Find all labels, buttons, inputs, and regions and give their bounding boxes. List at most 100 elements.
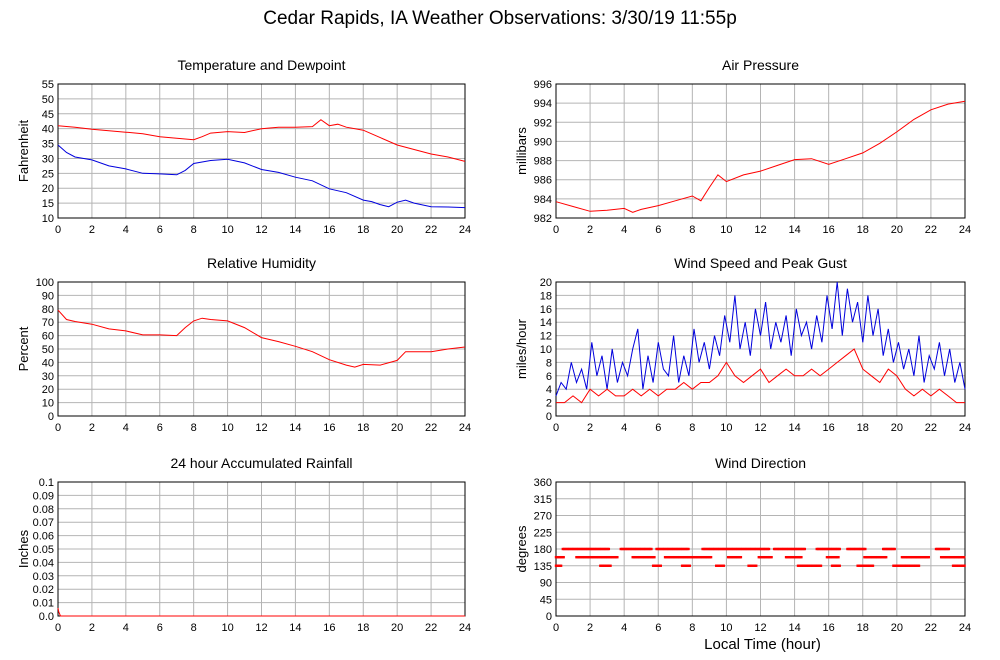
wind-direction-point — [742, 547, 745, 551]
wind-direction-point — [556, 564, 559, 567]
wind-direction-point — [600, 564, 603, 567]
wind-direction-point — [568, 547, 571, 551]
wind-direction-point — [686, 555, 690, 559]
wind-direction-point — [726, 547, 730, 551]
y-tick-label: 0.01 — [33, 598, 54, 610]
wind-direction-point — [788, 555, 792, 559]
wind-direction-point — [582, 547, 585, 551]
wind-direction-point — [733, 555, 736, 559]
wind-direction-point — [556, 555, 559, 559]
wind-direction-point — [614, 555, 618, 559]
wind-direction-point — [874, 555, 878, 559]
wind-direction-point — [889, 547, 893, 551]
wind-direction-point — [573, 547, 576, 551]
wind-direction-point — [790, 547, 794, 551]
x-tick-label: 22 — [925, 422, 937, 434]
y-tick-label: 0 — [546, 411, 552, 423]
wind-direction-point — [570, 547, 573, 551]
y-tick-label: 50 — [42, 344, 54, 356]
wind-direction-point — [734, 547, 737, 551]
wind-direction-point — [631, 555, 634, 559]
wind-direction-point — [721, 547, 725, 551]
wind-direction-point — [830, 564, 834, 567]
wind-direction-point — [595, 555, 599, 559]
wind-direction-point — [775, 547, 778, 551]
wind-direction-point — [850, 547, 853, 551]
wind-direction-point — [636, 547, 639, 551]
wind-direction-point — [909, 555, 913, 559]
y-tick-label: 90 — [540, 578, 552, 590]
wind-direction-point — [837, 564, 840, 567]
wind-direction-point — [684, 555, 687, 559]
wind-direction-point — [865, 564, 868, 567]
wind-direction-point — [827, 555, 830, 559]
wind-direction-point — [707, 555, 710, 559]
wind-direction-point — [821, 547, 825, 551]
x-tick-label: 18 — [357, 622, 369, 634]
wind-direction-point — [957, 555, 961, 559]
wind-direction-point — [914, 555, 918, 559]
wind-direction-point — [876, 555, 879, 559]
y-tick-label: 2 — [546, 398, 552, 410]
y-tick-label: 40 — [42, 357, 54, 369]
wind-direction-point — [770, 555, 773, 559]
wind-direction-point — [803, 547, 807, 551]
wind-direction-point — [753, 564, 757, 567]
wind-direction-point — [628, 547, 631, 551]
wind-direction-point — [917, 555, 920, 559]
wind-direction-point — [624, 547, 628, 551]
wind-direction-point — [732, 555, 735, 559]
wind-direction-point — [857, 547, 861, 551]
wind-direction-point — [765, 547, 768, 551]
wind-direction-point — [819, 564, 823, 567]
wind-direction-point — [670, 547, 674, 551]
wind-direction-point — [613, 555, 616, 559]
wind-direction-point — [669, 547, 672, 551]
wind-direction-point — [714, 547, 717, 551]
wind-direction-point — [559, 555, 563, 559]
wind-direction-point — [666, 555, 669, 559]
y-tick-label: 315 — [534, 494, 552, 506]
wind-direction-point — [816, 547, 820, 551]
wind-direction-point — [671, 555, 674, 559]
wind-direction-point — [899, 564, 903, 567]
wind-direction-point — [709, 547, 712, 551]
wind-direction-point — [730, 547, 734, 551]
wind-direction-point — [855, 547, 858, 551]
wind-direction-point — [919, 555, 923, 559]
wind-direction-point — [616, 555, 619, 559]
wind-direction-point — [674, 555, 677, 559]
x-tick-label: 12 — [754, 422, 766, 434]
wind-direction-point — [583, 547, 586, 551]
wind-direction-point — [700, 555, 704, 559]
wind-direction-point — [776, 547, 780, 551]
wind-direction-point — [905, 555, 909, 559]
wind-direction-point — [695, 555, 699, 559]
air-pressure-title: Air Pressure — [722, 57, 799, 73]
wind-direction-point — [557, 564, 560, 567]
wind-direction-point — [956, 555, 959, 559]
wind-direction-point — [607, 555, 610, 559]
x-tick-label: 18 — [357, 422, 369, 434]
wind-direction-point — [955, 555, 958, 559]
wind-direction-point — [942, 555, 945, 559]
wind-direction-point — [687, 564, 690, 567]
wind-direction-point — [916, 555, 919, 559]
x-tick-label: 16 — [323, 622, 335, 634]
wind-direction-point — [714, 564, 718, 567]
wind-direction-point — [612, 555, 615, 559]
wind-direction-point — [584, 547, 588, 551]
wind-direction-point — [941, 555, 944, 559]
wind-direction-point — [801, 547, 804, 551]
wind-direction-point — [890, 547, 894, 551]
wind-direction-point — [722, 564, 726, 567]
wind-direction-point — [609, 564, 612, 567]
wind-direction-point — [598, 555, 601, 559]
wind-direction-point — [688, 564, 691, 567]
wind-direction-point — [609, 555, 613, 559]
wind-direction-point — [758, 547, 762, 551]
wind-direction-point — [589, 547, 593, 551]
wind-direction-point — [887, 547, 890, 551]
wind-direction-point — [578, 547, 581, 551]
